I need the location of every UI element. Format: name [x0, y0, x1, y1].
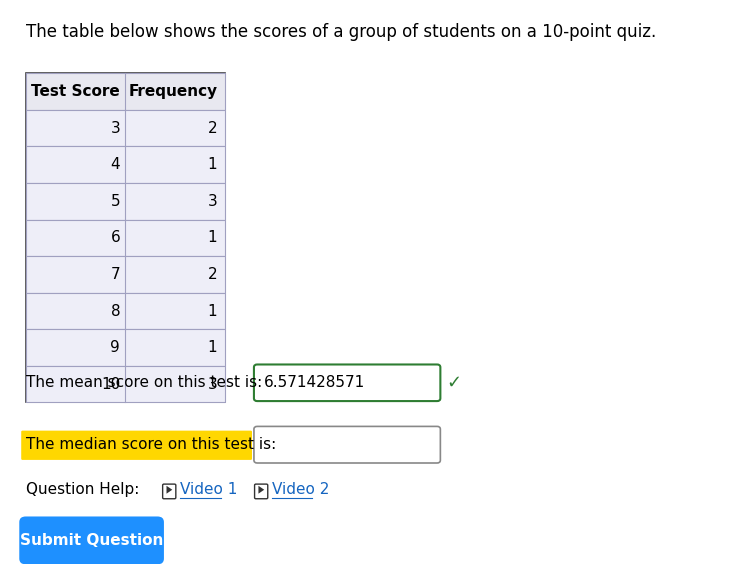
Polygon shape	[258, 486, 264, 494]
Bar	[26, 73, 225, 110]
Text: 1: 1	[207, 157, 218, 172]
Text: Frequency: Frequency	[128, 84, 218, 99]
FancyBboxPatch shape	[254, 364, 440, 401]
Text: 5: 5	[110, 194, 120, 209]
Text: 10: 10	[101, 377, 120, 391]
Text: 6.571428571: 6.571428571	[264, 375, 365, 390]
Bar	[26, 293, 225, 329]
Bar	[26, 366, 225, 403]
Text: 4: 4	[110, 157, 120, 172]
Text: 1: 1	[207, 340, 218, 355]
Bar	[26, 219, 225, 256]
Text: 1: 1	[207, 303, 218, 319]
Text: Video 2: Video 2	[272, 482, 329, 497]
Text: 2: 2	[207, 121, 218, 135]
Bar	[26, 183, 225, 219]
Bar	[26, 256, 225, 293]
Text: 6: 6	[110, 230, 120, 245]
Bar	[26, 110, 225, 146]
Bar	[26, 329, 225, 366]
Text: 7: 7	[110, 267, 120, 282]
Text: Submit Question: Submit Question	[20, 533, 164, 548]
Text: 2: 2	[207, 267, 218, 282]
Polygon shape	[166, 486, 172, 494]
Text: The mean score on this test is:: The mean score on this test is:	[26, 375, 262, 390]
FancyBboxPatch shape	[254, 426, 440, 463]
FancyBboxPatch shape	[163, 484, 176, 499]
Text: ✓: ✓	[447, 374, 462, 392]
Text: Test Score: Test Score	[31, 84, 120, 99]
FancyBboxPatch shape	[255, 484, 268, 499]
Text: 9: 9	[110, 340, 120, 355]
Text: Video 1: Video 1	[180, 482, 237, 497]
Text: 8: 8	[110, 303, 120, 319]
Text: The table below shows the scores of a group of students on a 10-point quiz.: The table below shows the scores of a gr…	[26, 23, 656, 41]
FancyBboxPatch shape	[19, 517, 164, 564]
Bar	[26, 146, 225, 183]
FancyBboxPatch shape	[21, 431, 252, 460]
Text: Question Help:: Question Help:	[26, 482, 139, 497]
Text: 3: 3	[110, 121, 120, 135]
Text: 1: 1	[207, 230, 218, 245]
Text: The median score on this test is:: The median score on this test is:	[26, 437, 276, 452]
Text: 3: 3	[207, 377, 218, 391]
Text: 3: 3	[207, 194, 218, 209]
